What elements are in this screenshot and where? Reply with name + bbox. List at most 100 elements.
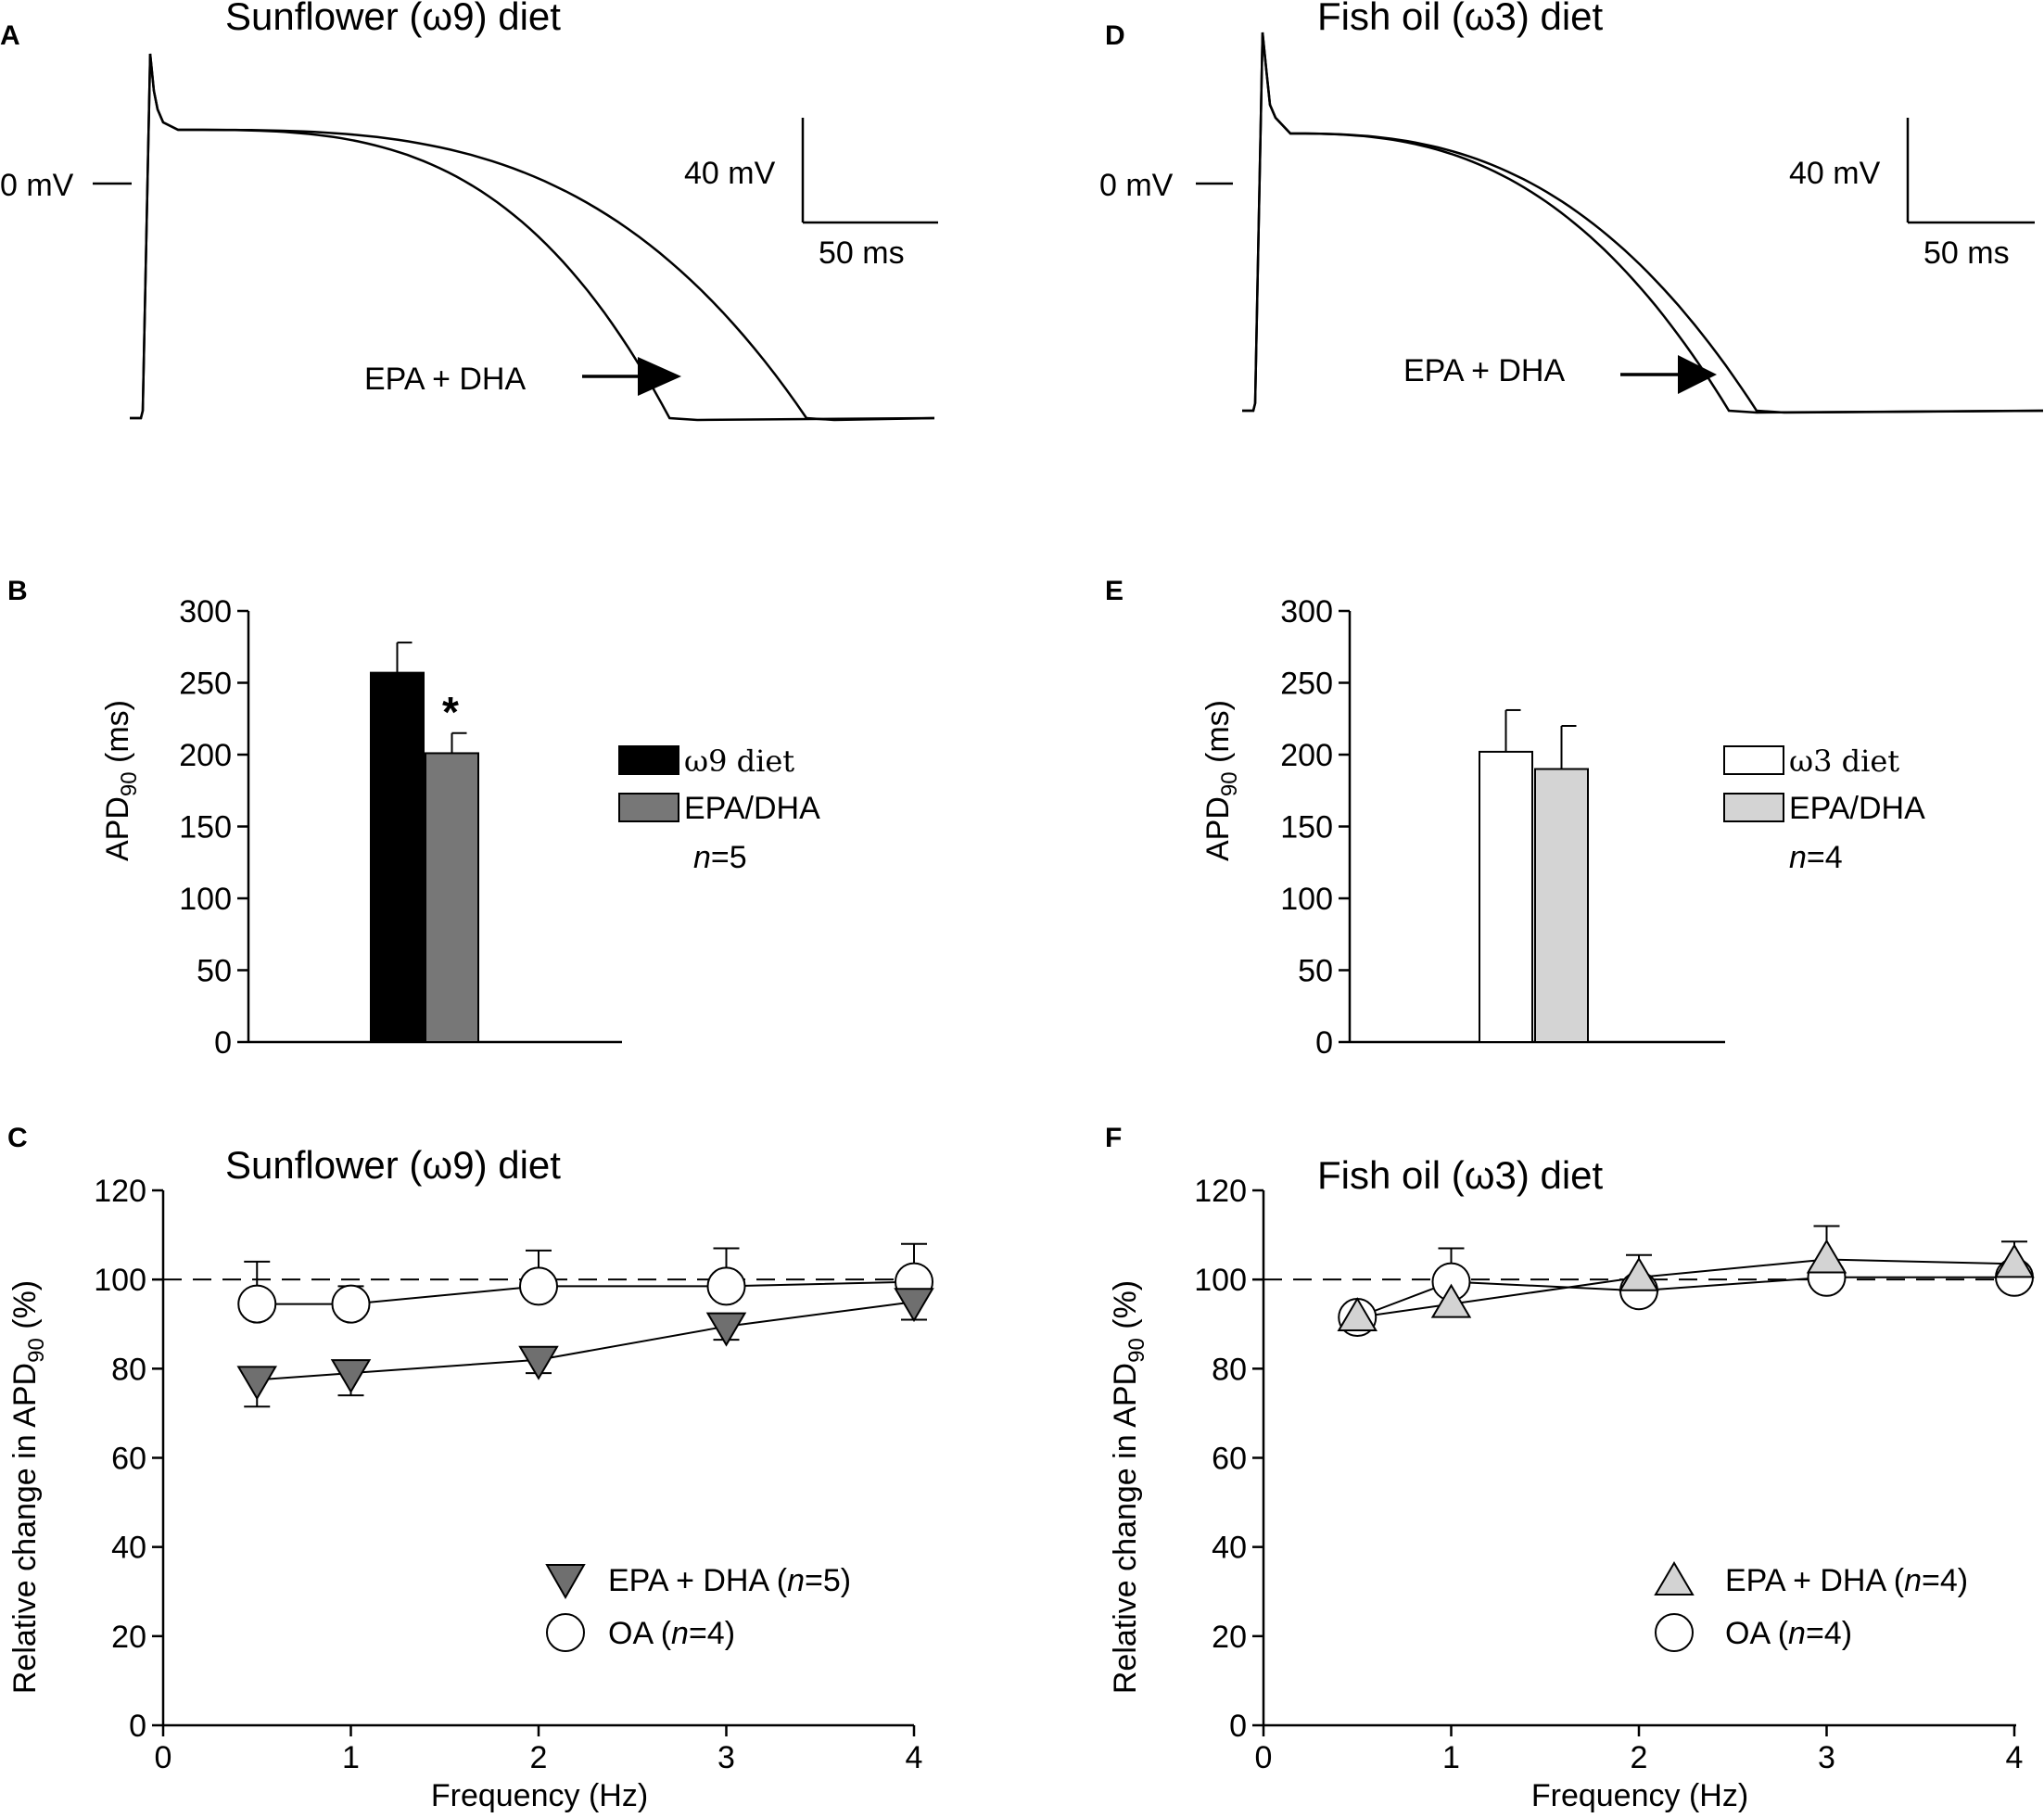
panel-f-legend-epa-n: n <box>1904 1563 1922 1598</box>
panel-a: A Sunflower (ω9) diet 0 mV EPA + DHA 40 … <box>0 0 938 422</box>
panel-f-marker-triangle <box>1806 1239 1847 1274</box>
panel-f-legend-oa-name: OA <box>1725 1616 1771 1651</box>
panel-b-legend-swatch-omega9 <box>618 745 679 775</box>
panel-c-ylabel: Relative change in APD90 (%) <box>7 1280 49 1694</box>
panel-a-scale-time: 50 ms <box>819 235 905 271</box>
panel-d-arrow-label: EPA + DHA <box>1403 353 1565 388</box>
panel-e-ytick-label: 300 <box>1280 594 1333 629</box>
panel-d-zero-label: 0 mV <box>1099 168 1174 203</box>
panel-b-ytick-label: 150 <box>179 810 232 845</box>
panel-e-legend-swatch-omega3 <box>1723 745 1784 775</box>
panel-d-scale-voltage: 40 mV <box>1789 156 1881 191</box>
panel-c-ylabel-main: Relative change in APD <box>7 1363 43 1694</box>
panel-f-ylabel-main: Relative change in APD <box>1108 1363 1143 1694</box>
panel-e-n-letter: n <box>1789 840 1807 875</box>
panel-b-ytick-label: 100 <box>179 882 232 917</box>
panel-c-marker-triangle <box>518 1345 559 1380</box>
panel-d-title: Fish oil (ω3) diet <box>1317 0 1604 38</box>
panel-c-legend-oa-n: n <box>671 1616 689 1651</box>
panel-e-ytick-label: 250 <box>1280 667 1333 702</box>
panel-c-ylabel-unit: (%) <box>7 1280 43 1338</box>
panel-f: F Fish oil (ω3) diet Relative change in … <box>1105 1123 2035 1813</box>
panel-d-arrow-head <box>1678 355 1717 394</box>
panel-c-xtick-label: 4 <box>906 1740 923 1775</box>
panel-e-ylabel-unit: (ms) <box>1200 700 1236 771</box>
panel-c-marker-circle <box>706 1266 746 1306</box>
panel-f-legend-epa-nval: =4 <box>1922 1563 1958 1598</box>
panel-f-ylabel-unit: (%) <box>1108 1280 1143 1338</box>
panel-b-ytick-label: 200 <box>179 738 232 773</box>
panel-b-ticks: 0 50 100 150 200 250 300 <box>179 594 248 1061</box>
panel-e-ytick-label: 150 <box>1280 810 1333 845</box>
panel-f-ytick-label: 100 <box>1194 1263 1247 1298</box>
panel-e-ytick-label: 0 <box>1315 1025 1333 1061</box>
panel-f-ylabel-sub: 90 <box>1124 1338 1149 1363</box>
panel-c-marker-triangle <box>330 1359 372 1394</box>
panel-f-marker-triangle <box>1619 1256 1659 1291</box>
panel-c-legend-oa-name: OA <box>608 1616 654 1651</box>
panel-f-legend-triangle <box>1654 1561 1695 1596</box>
panel-c-ytick-label: 80 <box>111 1352 146 1387</box>
panel-b-bar-1 <box>425 752 479 1043</box>
panel-c-ytick-label: 20 <box>111 1620 146 1655</box>
panel-f-marker-triangle <box>1994 1243 2035 1278</box>
panel-e-legend-omega3: ω3 diet <box>1789 744 1899 779</box>
panel-d-scale-time: 50 ms <box>1923 235 2010 271</box>
panel-f-legend-oa-nval: =4 <box>1806 1616 1842 1651</box>
panel-c-xtick-label: 3 <box>717 1740 735 1775</box>
panel-c-marker-circle <box>519 1266 558 1306</box>
panel-c-xtick-label: 2 <box>530 1740 548 1775</box>
panel-e-letter: E <box>1105 576 1124 606</box>
panel-f-ytick-label: 20 <box>1212 1620 1247 1655</box>
panel-f-marker-triangle <box>1430 1283 1472 1318</box>
panel-c-legend-epa-name: EPA + DHA <box>608 1563 769 1598</box>
panel-f-ytick-label: 120 <box>1194 1174 1247 1209</box>
panel-b-n-value: =5 <box>711 840 747 875</box>
panel-a-zero-label: 0 mV <box>0 168 74 203</box>
panel-b-bar-0 <box>370 671 425 1044</box>
panel-c-xlabel: Frequency (Hz) <box>431 1778 648 1813</box>
panel-a-arrow-head <box>638 357 681 396</box>
panel-f-ytick-label: 80 <box>1212 1352 1247 1387</box>
panel-f-ytick-label: 60 <box>1212 1442 1247 1477</box>
panel-e-ytick-label: 50 <box>1298 954 1333 989</box>
panel-f-legend-epa-name: EPA + DHA <box>1725 1563 1886 1598</box>
panel-c-marker-triangle <box>705 1312 747 1347</box>
panel-b-significance: * <box>442 688 459 736</box>
panel-f-ytick-label: 0 <box>1229 1709 1247 1744</box>
panel-f-xlabel: Frequency (Hz) <box>1531 1778 1748 1813</box>
panel-b-ytick-label: 0 <box>214 1025 232 1061</box>
panel-b-ylabel-main: APD <box>100 796 135 861</box>
panel-f-legend-epa: EPA + DHA (n=4) <box>1725 1563 1968 1598</box>
panel-d-letter: D <box>1105 20 1125 51</box>
panel-e-n-value: =4 <box>1807 840 1843 875</box>
panel-e-bar-0 <box>1479 750 1533 1044</box>
panel-c-legend-epa-n: n <box>787 1563 805 1598</box>
panel-f-legend-oa-n: n <box>1788 1616 1806 1651</box>
panel-c-ytick-label: 60 <box>111 1442 146 1477</box>
panel-c-marker-circle <box>237 1284 277 1324</box>
panel-f-xtick-label: 2 <box>1631 1740 1648 1775</box>
panel-b-ylabel: APD90 (ms) <box>100 700 142 861</box>
panel-c-ytick-label: 120 <box>94 1174 146 1209</box>
panel-e-ylabel: APD90 (ms) <box>1200 700 1242 861</box>
panel-c-legend-oa: OA (n=4) <box>608 1616 735 1651</box>
panel-f-legend-circle <box>1655 1613 1694 1652</box>
panel-f-legend-oa: OA (n=4) <box>1725 1616 1852 1651</box>
panel-e-ytick-label: 200 <box>1280 738 1333 773</box>
panel-d-trace-epa-dha <box>1242 32 2044 414</box>
panel-c-legend-circle <box>546 1613 585 1652</box>
panel-f-title: Fish oil (ω3) diet <box>1317 1153 1604 1197</box>
panel-d: D Fish oil (ω3) diet 0 mV EPA + DHA 40 m… <box>1099 0 2044 414</box>
panel-f-xtick-label: 3 <box>1818 1740 1835 1775</box>
panel-c-ticks: 0 20 40 60 80 100 120 0 1 2 3 4 <box>94 1174 922 1775</box>
panel-b-ytick-label: 50 <box>197 954 232 989</box>
panel-a-trace-control <box>130 53 935 422</box>
panel-f-plot <box>1337 1225 2035 1338</box>
panel-b-ytick-label: 300 <box>179 594 232 629</box>
panel-f-letter: F <box>1105 1123 1122 1153</box>
panel-c-ytick-label: 100 <box>94 1263 146 1298</box>
panel-c-xtick-label: 1 <box>342 1740 360 1775</box>
panel-a-title: Sunflower (ω9) diet <box>225 0 561 38</box>
